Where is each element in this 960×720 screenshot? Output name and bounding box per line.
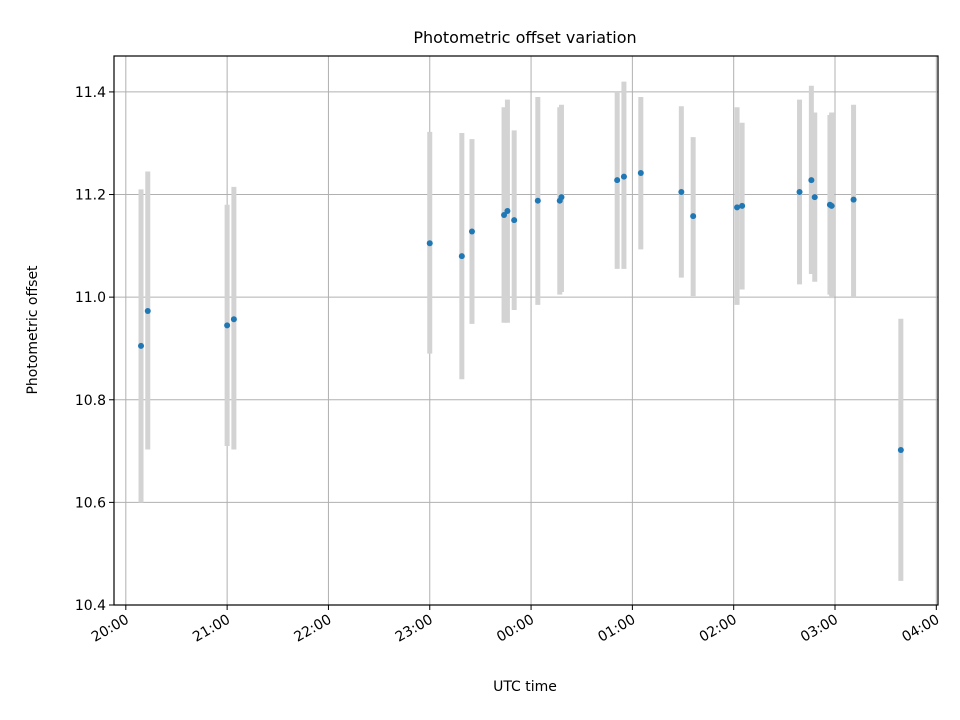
data-point <box>808 177 815 184</box>
data-point <box>620 173 627 180</box>
x-axis-label: UTC time <box>493 679 557 695</box>
data-point <box>897 447 904 454</box>
chart-title: Photometric offset variation <box>413 28 636 47</box>
x-tick-label: 01:00 <box>595 612 638 646</box>
data-point <box>850 196 857 203</box>
data-point <box>614 177 621 184</box>
data-point <box>534 197 541 204</box>
data-point <box>558 194 565 201</box>
y-tick-label: 11.0 <box>75 290 106 306</box>
data-point <box>511 217 518 224</box>
y-tick-label: 10.4 <box>75 598 106 614</box>
data-point <box>501 212 508 219</box>
data-point <box>504 207 511 214</box>
data-point <box>678 188 685 195</box>
data-point <box>739 202 746 209</box>
x-axis: 20:00 21:00 22:00 23:00 00:00 01:00 02:00 03:00… <box>89 605 942 646</box>
data-point <box>230 316 237 323</box>
data-point <box>144 308 151 315</box>
data-points <box>138 169 904 454</box>
y-tick-label: 11.4 <box>75 85 106 101</box>
x-tick-label: 23:00 <box>393 612 436 646</box>
plot-frame <box>113 55 939 606</box>
data-point <box>468 228 475 235</box>
data-point <box>811 194 818 201</box>
data-point <box>734 204 741 211</box>
x-tick-label: 00:00 <box>494 612 537 646</box>
y-tick-label: 10.8 <box>75 393 106 409</box>
y-tick-label: 11.2 <box>75 188 106 204</box>
x-tick-label: 03:00 <box>798 612 841 646</box>
y-axis: 10.4 10.6 10.8 11.0 11.2 11.4 <box>75 85 114 614</box>
x-tick-label: 20:00 <box>89 612 132 646</box>
x-tick-label: 21:00 <box>190 612 233 646</box>
data-point <box>224 322 231 329</box>
x-tick-label: 02:00 <box>697 612 740 646</box>
data-point <box>426 240 433 247</box>
data-point <box>637 169 644 176</box>
x-tick-label: 22:00 <box>291 612 334 646</box>
data-point <box>690 213 697 220</box>
data-point <box>458 253 465 260</box>
x-tick-label: 04:00 <box>899 612 942 646</box>
y-tick-label: 10.6 <box>75 495 106 511</box>
error-bars <box>138 81 904 581</box>
data-point <box>138 342 145 349</box>
data-point <box>828 202 835 209</box>
y-axis-label: Photometric offset <box>25 265 41 395</box>
data-point <box>796 188 803 195</box>
